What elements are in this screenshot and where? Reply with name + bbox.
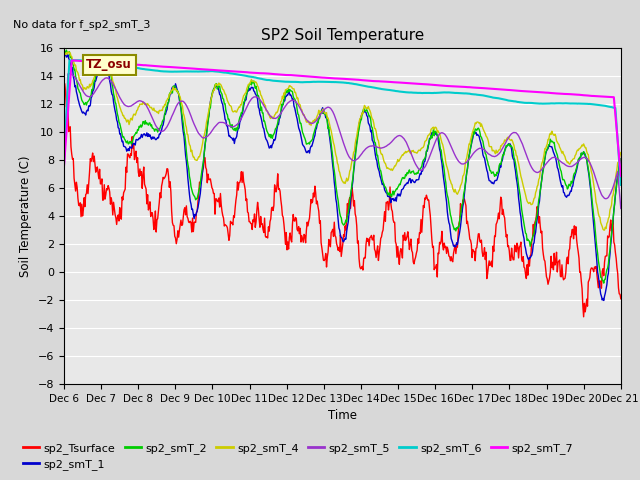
sp2_smT_5 <box>60 170 68 176</box>
sp2_smT_2 <box>600 280 607 286</box>
sp2_smT_2 <box>617 156 625 161</box>
sp2_smT_5 <box>71 74 79 80</box>
sp2_Tsurface <box>61 81 68 86</box>
sp2_Tsurface <box>411 257 419 263</box>
sp2_smT_1 <box>617 157 625 163</box>
Line: sp2_smT_7: sp2_smT_7 <box>64 60 621 176</box>
sp2_smT_1 <box>411 180 419 185</box>
sp2_smT_1 <box>185 184 193 190</box>
sp2_smT_1 <box>128 144 136 150</box>
sp2_smT_1 <box>61 51 69 57</box>
sp2_smT_4 <box>601 227 609 233</box>
sp2_smT_4 <box>185 138 193 144</box>
Line: sp2_smT_6: sp2_smT_6 <box>64 60 621 185</box>
sp2_smT_7 <box>128 61 136 67</box>
sp2_smT_5 <box>411 159 419 165</box>
sp2_smT_1 <box>214 85 222 91</box>
sp2_smT_2 <box>71 66 79 72</box>
sp2_smT_1 <box>428 132 435 138</box>
sp2_smT_1 <box>71 84 79 90</box>
sp2_smT_4 <box>128 117 136 123</box>
Title: SP2 Soil Temperature: SP2 Soil Temperature <box>260 28 424 43</box>
sp2_smT_2 <box>214 83 222 89</box>
sp2_smT_6 <box>617 182 625 188</box>
sp2_smT_4 <box>60 54 68 60</box>
sp2_smT_7 <box>185 65 193 71</box>
sp2_smT_2 <box>428 132 435 138</box>
sp2_smT_5 <box>128 102 136 108</box>
Line: sp2_smT_4: sp2_smT_4 <box>64 52 621 230</box>
sp2_smT_7 <box>214 68 222 73</box>
sp2_smT_1 <box>600 298 607 303</box>
sp2_smT_4 <box>617 150 625 156</box>
sp2_smT_6 <box>185 69 193 74</box>
Legend: sp2_Tsurface, sp2_smT_1, sp2_smT_2, sp2_smT_4, sp2_smT_5, sp2_smT_6, sp2_smT_7: sp2_Tsurface, sp2_smT_1, sp2_smT_2, sp2_… <box>19 438 578 474</box>
sp2_smT_6 <box>60 156 68 162</box>
sp2_smT_4 <box>411 149 419 155</box>
sp2_smT_1 <box>60 52 68 58</box>
sp2_smT_6 <box>70 58 78 63</box>
sp2_Tsurface <box>128 134 136 140</box>
sp2_smT_4 <box>71 62 79 68</box>
sp2_smT_2 <box>411 171 419 177</box>
sp2_smT_2 <box>128 140 136 145</box>
sp2_Tsurface <box>214 199 222 204</box>
sp2_smT_6 <box>411 90 419 96</box>
sp2_smT_7 <box>411 81 419 86</box>
X-axis label: Time: Time <box>328 409 357 422</box>
sp2_Tsurface <box>428 226 435 231</box>
sp2_smT_6 <box>128 64 136 70</box>
Line: sp2_smT_5: sp2_smT_5 <box>64 73 621 208</box>
sp2_smT_6 <box>428 90 435 96</box>
Line: sp2_smT_1: sp2_smT_1 <box>64 54 621 300</box>
sp2_smT_6 <box>74 57 82 63</box>
sp2_smT_7 <box>60 163 68 169</box>
sp2_smT_2 <box>60 53 68 59</box>
sp2_Tsurface <box>60 89 68 95</box>
sp2_smT_4 <box>65 49 72 55</box>
sp2_smT_2 <box>185 166 193 171</box>
Line: sp2_smT_2: sp2_smT_2 <box>64 50 621 283</box>
sp2_smT_5 <box>185 107 193 113</box>
Y-axis label: Soil Temperature (C): Soil Temperature (C) <box>19 155 32 277</box>
Text: No data for f_sp2_smT_3: No data for f_sp2_smT_3 <box>13 19 150 30</box>
sp2_smT_7 <box>71 58 79 63</box>
Line: sp2_Tsurface: sp2_Tsurface <box>64 84 621 317</box>
sp2_Tsurface <box>580 314 588 320</box>
sp2_smT_6 <box>214 69 222 74</box>
sp2_smT_4 <box>428 126 435 132</box>
sp2_Tsurface <box>617 296 625 301</box>
Text: TZ_osu: TZ_osu <box>86 58 132 71</box>
sp2_smT_5 <box>617 205 625 211</box>
sp2_smT_7 <box>617 173 625 179</box>
sp2_smT_5 <box>214 120 222 126</box>
sp2_smT_7 <box>428 82 435 87</box>
sp2_smT_2 <box>63 47 70 53</box>
sp2_smT_7 <box>68 58 76 63</box>
sp2_smT_5 <box>428 150 435 156</box>
sp2_Tsurface <box>71 181 79 187</box>
sp2_smT_5 <box>65 71 73 76</box>
sp2_Tsurface <box>185 219 193 225</box>
sp2_smT_4 <box>214 82 222 87</box>
